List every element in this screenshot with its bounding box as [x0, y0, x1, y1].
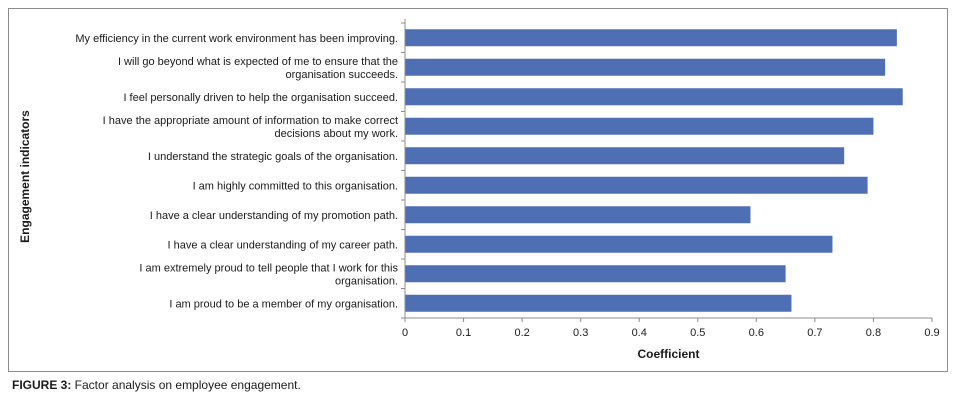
- x-tick-label: 0.8: [866, 327, 881, 339]
- figure-caption-text: Factor analysis on employee engagement.: [71, 378, 301, 392]
- x-tick-label: 0.1: [456, 327, 471, 339]
- category-label-6: I am highly committed to this organisati…: [193, 180, 398, 192]
- category-label-line: I am extremely proud to tell people that…: [139, 262, 398, 274]
- category-label-2: I will go beyond what is expected of me …: [118, 56, 398, 81]
- x-axis-title: Coefficient: [637, 347, 699, 361]
- bar-8: [405, 235, 833, 253]
- category-label-9: I am extremely proud to tell people that…: [139, 262, 398, 287]
- category-labels: My efficiency in the current work enviro…: [75, 33, 398, 311]
- bar-5: [405, 147, 845, 165]
- figure-caption: FIGURE 3: Factor analysis on employee en…: [12, 378, 301, 392]
- bar-1: [405, 29, 897, 47]
- x-tick-label: 0.2: [514, 327, 529, 339]
- category-label-10: I am proud to be a member of my organisa…: [169, 298, 398, 310]
- category-label-1: My efficiency in the current work enviro…: [75, 33, 398, 45]
- chart-frame: My efficiency in the current work enviro…: [8, 8, 948, 372]
- bar-chart: My efficiency in the current work enviro…: [18, 19, 940, 361]
- bar-4: [405, 117, 874, 135]
- category-label-line: I am highly committed to this organisati…: [193, 180, 398, 192]
- x-tick-label: 0: [402, 327, 408, 339]
- category-label-7: I have a clear understanding of my promo…: [150, 210, 398, 222]
- x-tick-label: 0.3: [573, 327, 588, 339]
- category-label-3: I feel personally driven to help the org…: [123, 92, 398, 104]
- y-axis-title: Engagement indicators: [18, 110, 32, 243]
- category-label-5: I understand the strategic goals of the …: [148, 151, 398, 163]
- category-label-line: I will go beyond what is expected of me …: [118, 56, 398, 68]
- category-label-line: I have the appropriate amount of informa…: [103, 115, 398, 127]
- x-tick-label: 0.6: [749, 327, 764, 339]
- category-label-line: My efficiency in the current work enviro…: [75, 33, 398, 45]
- bar-10: [405, 294, 792, 312]
- bar-3: [405, 88, 903, 106]
- category-label-line: organisation succeeds.: [285, 69, 398, 81]
- bar-7: [405, 206, 751, 224]
- category-label-line: I am proud to be a member of my organisa…: [169, 298, 398, 310]
- x-tick-label: 0.5: [690, 327, 705, 339]
- bar-6: [405, 176, 868, 194]
- bar-9: [405, 265, 786, 283]
- x-tick-label: 0.7: [807, 327, 822, 339]
- category-label-line: organisation.: [335, 275, 398, 287]
- x-tick-label: 0.9: [924, 327, 939, 339]
- category-label-4: I have the appropriate amount of informa…: [103, 115, 398, 140]
- category-label-line: I feel personally driven to help the org…: [123, 92, 398, 104]
- x-axis: 0 0.1 0.2 0.3 0.4 0.5 0.6 0.7 0.8 0.9: [401, 19, 940, 339]
- category-label-8: I have a clear understanding of my caree…: [167, 239, 398, 251]
- bars: [405, 29, 903, 312]
- category-label-line: I have a clear understanding of my promo…: [150, 210, 398, 222]
- x-tick-label: 0.4: [632, 327, 647, 339]
- figure-number: FIGURE 3:: [12, 378, 72, 392]
- category-label-line: decisions about my work.: [275, 128, 399, 140]
- category-label-line: I have a clear understanding of my caree…: [167, 239, 398, 251]
- category-label-line: I understand the strategic goals of the …: [148, 151, 398, 163]
- bar-2: [405, 58, 886, 76]
